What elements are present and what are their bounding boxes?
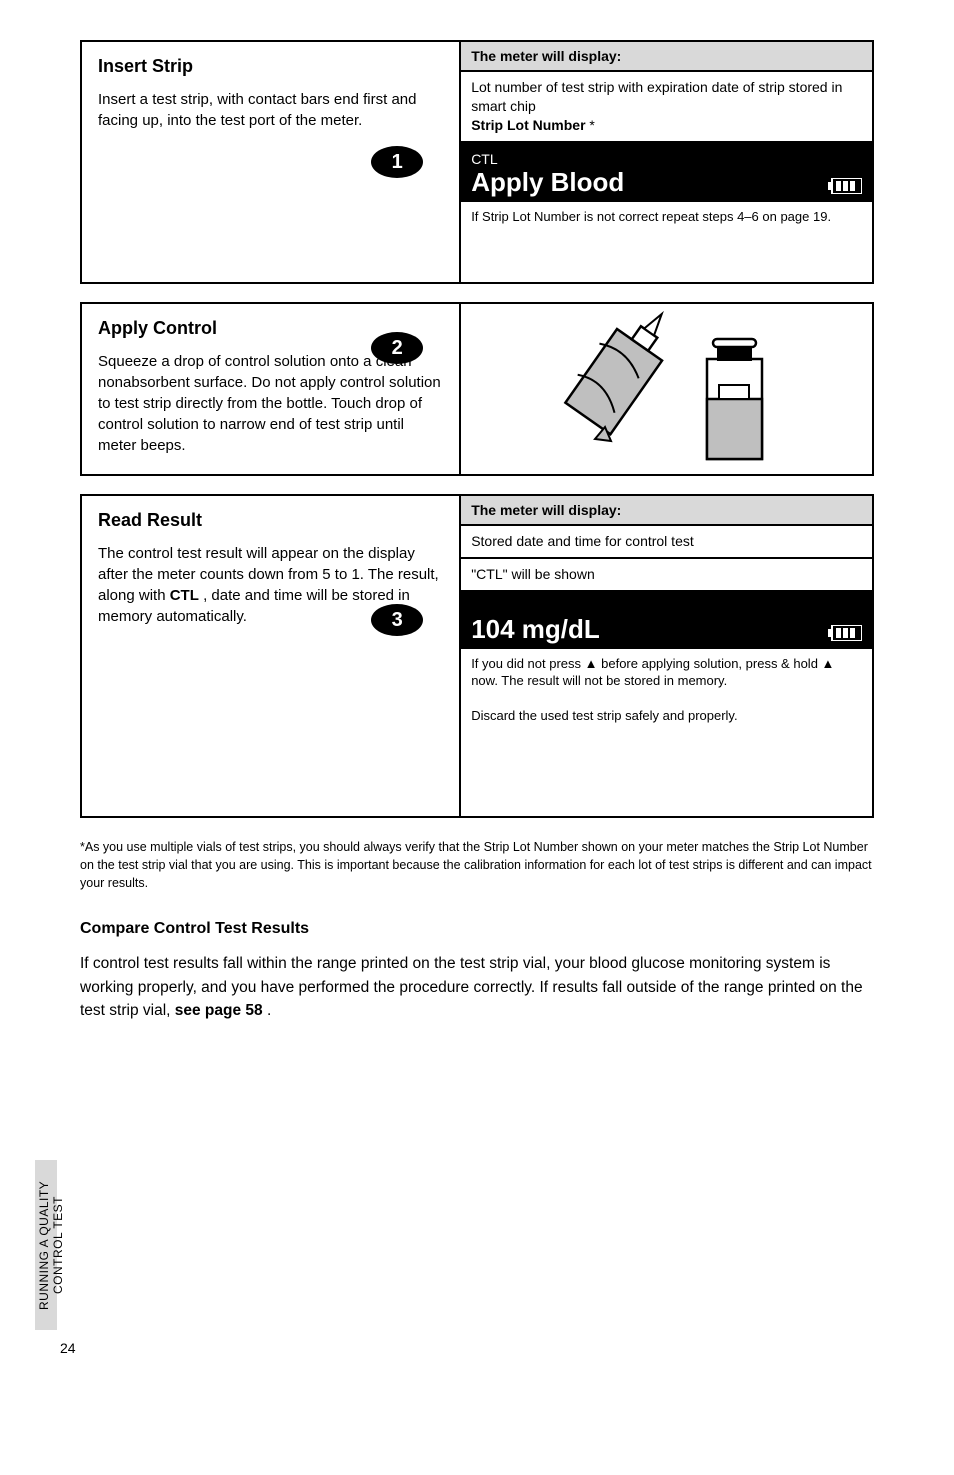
step-3-display-black: 104 mg/dL: [461, 590, 872, 649]
step-1-box: Insert Strip Insert a test strip, with c…: [80, 40, 874, 284]
step-2-text: Squeeze a drop of control solution onto …: [98, 351, 443, 456]
step-3-display-footer: If you did not press ▲ before applying s…: [461, 649, 872, 731]
step3-footer2: Discard the used test strip safely and p…: [471, 708, 737, 723]
step1-lot-note: Lot number of test strip with expiration…: [471, 79, 842, 114]
compare-body: If control test results fall within the …: [80, 952, 874, 1022]
compare-part-2: .: [267, 1002, 271, 1019]
step-1-display-footer: If Strip Lot Number is not correct repea…: [461, 202, 872, 232]
step-2-badge: 2: [371, 332, 423, 364]
step-3-box: Read Result The control test result will…: [80, 494, 874, 818]
step1-lot-asterisk: *: [589, 117, 594, 133]
step-2-right: [461, 304, 872, 474]
step-2-left: Apply Control Squeeze a drop of control …: [82, 304, 461, 474]
battery-icon: [828, 625, 862, 641]
step-1-text: Insert a test strip, with contact bars e…: [98, 89, 443, 131]
step3-text-ctl: CTL: [170, 587, 199, 604]
step-1-display-line1: Lot number of test strip with expiration…: [461, 72, 872, 143]
step-3-display-header: The meter will display:: [461, 496, 872, 526]
step-1-display-black: CTL Apply Blood: [461, 143, 872, 202]
step-1-left: Insert Strip Insert a test strip, with c…: [82, 42, 461, 282]
step3-footer1: If you did not press ▲ before applying s…: [471, 656, 834, 689]
battery-icon: [828, 178, 862, 194]
step-2-box: Apply Control Squeeze a drop of control …: [80, 302, 874, 476]
step-3-display-date: Stored date and time for control test: [461, 526, 872, 559]
step-1-display-header: The meter will display:: [461, 42, 872, 72]
compare-part-1: see page 58: [175, 1002, 263, 1019]
side-tab: RUNNING A QUALITY CONTROL TEST: [35, 1160, 57, 1330]
footnote-text: *As you use multiple vials of test strip…: [80, 838, 874, 892]
step3-result-value: 104 mg/dL: [471, 614, 862, 645]
step-3-right: The meter will display: Stored date and …: [461, 496, 872, 816]
step1-ctl-label: CTL: [471, 151, 862, 167]
step1-lot-label: Strip Lot Number: [471, 117, 585, 133]
page-number: 24: [60, 1340, 76, 1356]
step-1-title: Insert Strip: [98, 56, 443, 77]
compare-title: Compare Control Test Results: [80, 920, 874, 938]
step-3-left: Read Result The control test result will…: [82, 496, 461, 816]
control-solution-illustration: [537, 309, 797, 469]
step-1-badge: 1: [371, 146, 423, 178]
step-1-right: The meter will display: Lot number of te…: [461, 42, 872, 282]
step1-apply-blood: Apply Blood: [471, 167, 862, 198]
step-3-badge: 3: [371, 604, 423, 636]
step-3-display-ctl: "CTL" will be shown: [461, 559, 872, 590]
step-3-title: Read Result: [98, 510, 443, 531]
